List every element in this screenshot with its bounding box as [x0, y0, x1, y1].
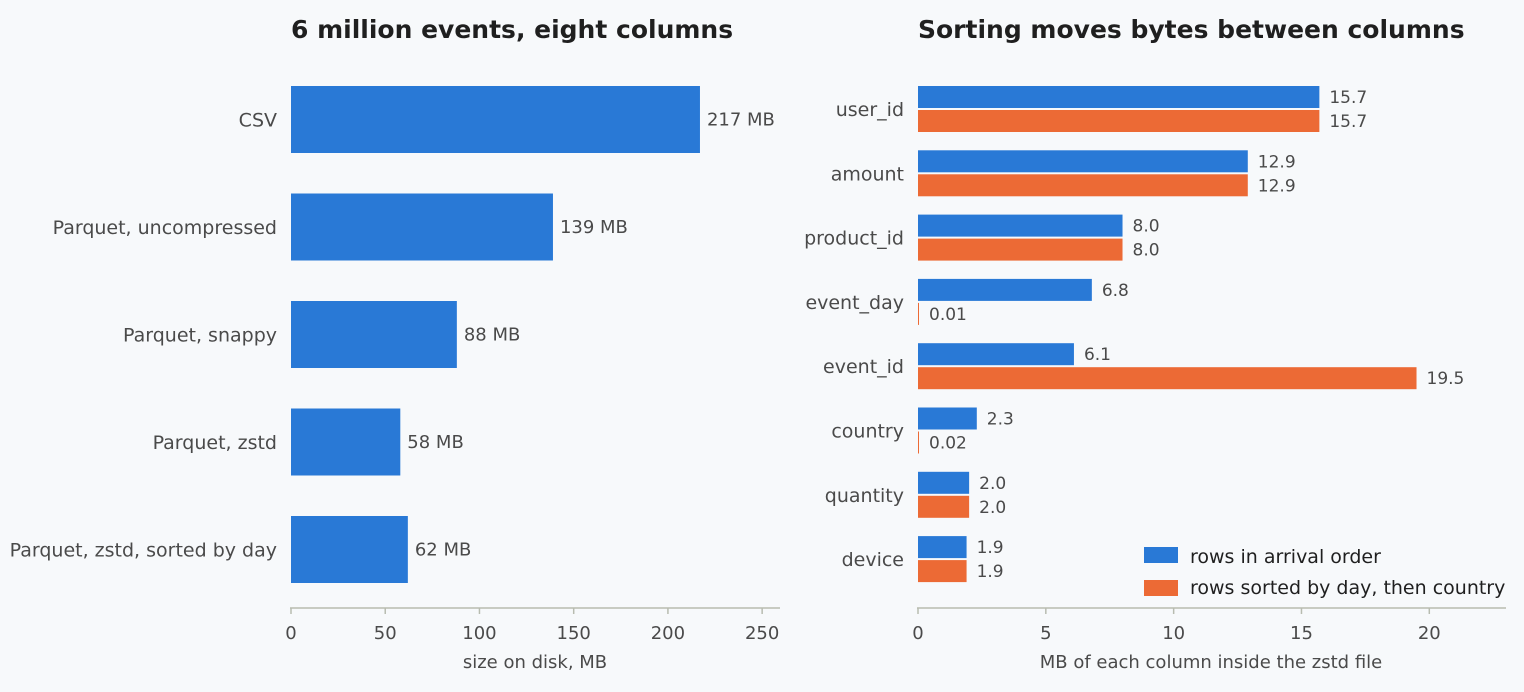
left-tick-label-5: 250: [745, 623, 779, 644]
right-bar-value-label-sorted-0: 15.7: [1329, 112, 1367, 132]
right-bars: 15.7 15.7 user_id 12.9 12.9 amount 8.0 8.0 produ…: [804, 86, 1465, 583]
right-bar-sorted-3: [918, 302, 919, 325]
left-bar-value-label-2: 88 MB: [464, 325, 521, 346]
right-bar-arrival-5: [918, 407, 977, 430]
right-bar-arrival-4: [918, 343, 1074, 366]
right-bar-value-label-arrival-1: 12.9: [1258, 152, 1296, 172]
right-bar-sorted-7: [918, 560, 967, 583]
right-bar-value-label-sorted-4: 19.5: [1427, 369, 1465, 389]
right-category-label-6: quantity: [825, 485, 904, 507]
right-bar-value-label-arrival-0: 15.7: [1329, 88, 1367, 108]
left-bar-1: [291, 193, 553, 261]
left-x-axis-label: size on disk, MB: [463, 652, 607, 673]
right-chart-title: Sorting moves bytes between columns: [918, 15, 1465, 44]
left-bar-3: [291, 408, 401, 476]
left-bar-2: [291, 301, 457, 368]
right-bar-value-label-arrival-2: 8.0: [1133, 217, 1160, 237]
left-bars: 217 MB CSV 139 MB Parquet, uncompressed 88 M…: [10, 86, 775, 583]
left-category-label-1: Parquet, uncompressed: [53, 217, 277, 239]
right-bar-arrival-7: [918, 536, 967, 559]
right-tick-label-2: 10: [1162, 623, 1185, 644]
right-category-label-1: amount: [831, 163, 904, 185]
left-category-label-0: CSV: [239, 110, 277, 132]
right-bar-value-label-arrival-4: 6.1: [1084, 345, 1111, 365]
right-category-label-7: device: [842, 549, 904, 571]
left-chart-title: 6 million events, eight columns: [291, 15, 733, 44]
right-bar-arrival-3: [918, 278, 1092, 301]
right-bar-sorted-0: [918, 110, 1320, 132]
right-bar-value-label-arrival-3: 6.8: [1102, 281, 1129, 301]
left-tick-label-0: 0: [285, 623, 296, 644]
right-bar-value-label-sorted-2: 8.0: [1133, 241, 1160, 261]
right-tick-label-4: 20: [1418, 623, 1441, 644]
right-bar-arrival-0: [918, 86, 1320, 108]
right-bar-value-label-sorted-7: 1.9: [977, 562, 1004, 582]
right-bar-sorted-6: [918, 495, 970, 518]
left-bar-0: [291, 86, 700, 153]
right-category-label-0: user_id: [836, 99, 904, 121]
legend: rows in arrival order rows sorted by day…: [1144, 546, 1505, 599]
right-tick-label-1: 5: [1040, 623, 1051, 644]
right-bar-value-label-sorted-5: 0.02: [929, 434, 967, 454]
right-bar-arrival-2: [918, 214, 1123, 237]
right-category-label-5: country: [831, 421, 904, 443]
right-tick-label-3: 15: [1290, 623, 1313, 644]
left-bar-value-label-0: 217 MB: [707, 110, 775, 131]
left-category-label-2: Parquet, snappy: [123, 325, 277, 347]
left-bar-4: [291, 516, 408, 583]
left-bar-value-label-4: 62 MB: [415, 540, 472, 561]
legend-swatch-arrival: [1144, 547, 1178, 563]
right-bar-value-label-sorted-6: 2.0: [979, 498, 1006, 518]
right-category-label-4: event_id: [823, 356, 904, 378]
right-bar-sorted-5: [918, 431, 919, 454]
right-x-ticks: 0 5 10 15 20: [912, 608, 1441, 644]
left-tick-label-2: 100: [462, 623, 496, 644]
right-tick-label-0: 0: [912, 623, 923, 644]
legend-label-arrival: rows in arrival order: [1190, 546, 1381, 568]
left-category-label-3: Parquet, zstd: [153, 432, 277, 454]
left-tick-label-3: 150: [557, 623, 591, 644]
right-bar-sorted-4: [918, 367, 1417, 390]
left-bar-value-label-3: 58 MB: [407, 432, 464, 453]
right-bar-sorted-2: [918, 238, 1123, 261]
left-tick-label-1: 50: [374, 623, 397, 644]
left-x-ticks: 0 50 100 150 200 250: [285, 608, 779, 644]
right-category-label-3: event_day: [805, 292, 904, 314]
right-bar-sorted-1: [918, 174, 1248, 197]
right-bar-value-label-arrival-5: 2.3: [987, 410, 1014, 430]
right-bar-value-label-arrival-6: 2.0: [979, 474, 1006, 494]
right-bar-value-label-sorted-3: 0.01: [929, 305, 967, 325]
left-tick-label-4: 200: [651, 623, 685, 644]
right-category-label-2: product_id: [804, 228, 904, 250]
left-bar-value-label-1: 139 MB: [560, 217, 628, 238]
legend-label-sorted: rows sorted by day, then country: [1190, 577, 1505, 599]
legend-swatch-sorted: [1144, 580, 1178, 596]
right-x-axis-label: MB of each column inside the zstd file: [1040, 652, 1383, 673]
right-bar-arrival-1: [918, 150, 1248, 173]
right-chart: Sorting moves bytes between columns 15.7…: [804, 15, 1506, 673]
right-bar-value-label-arrival-7: 1.9: [977, 538, 1004, 558]
right-bar-arrival-6: [918, 471, 970, 494]
left-chart: 6 million events, eight columns 217 MB CS…: [10, 15, 780, 673]
left-category-label-4: Parquet, zstd, sorted by day: [10, 540, 277, 562]
right-bar-value-label-sorted-1: 12.9: [1258, 176, 1296, 196]
